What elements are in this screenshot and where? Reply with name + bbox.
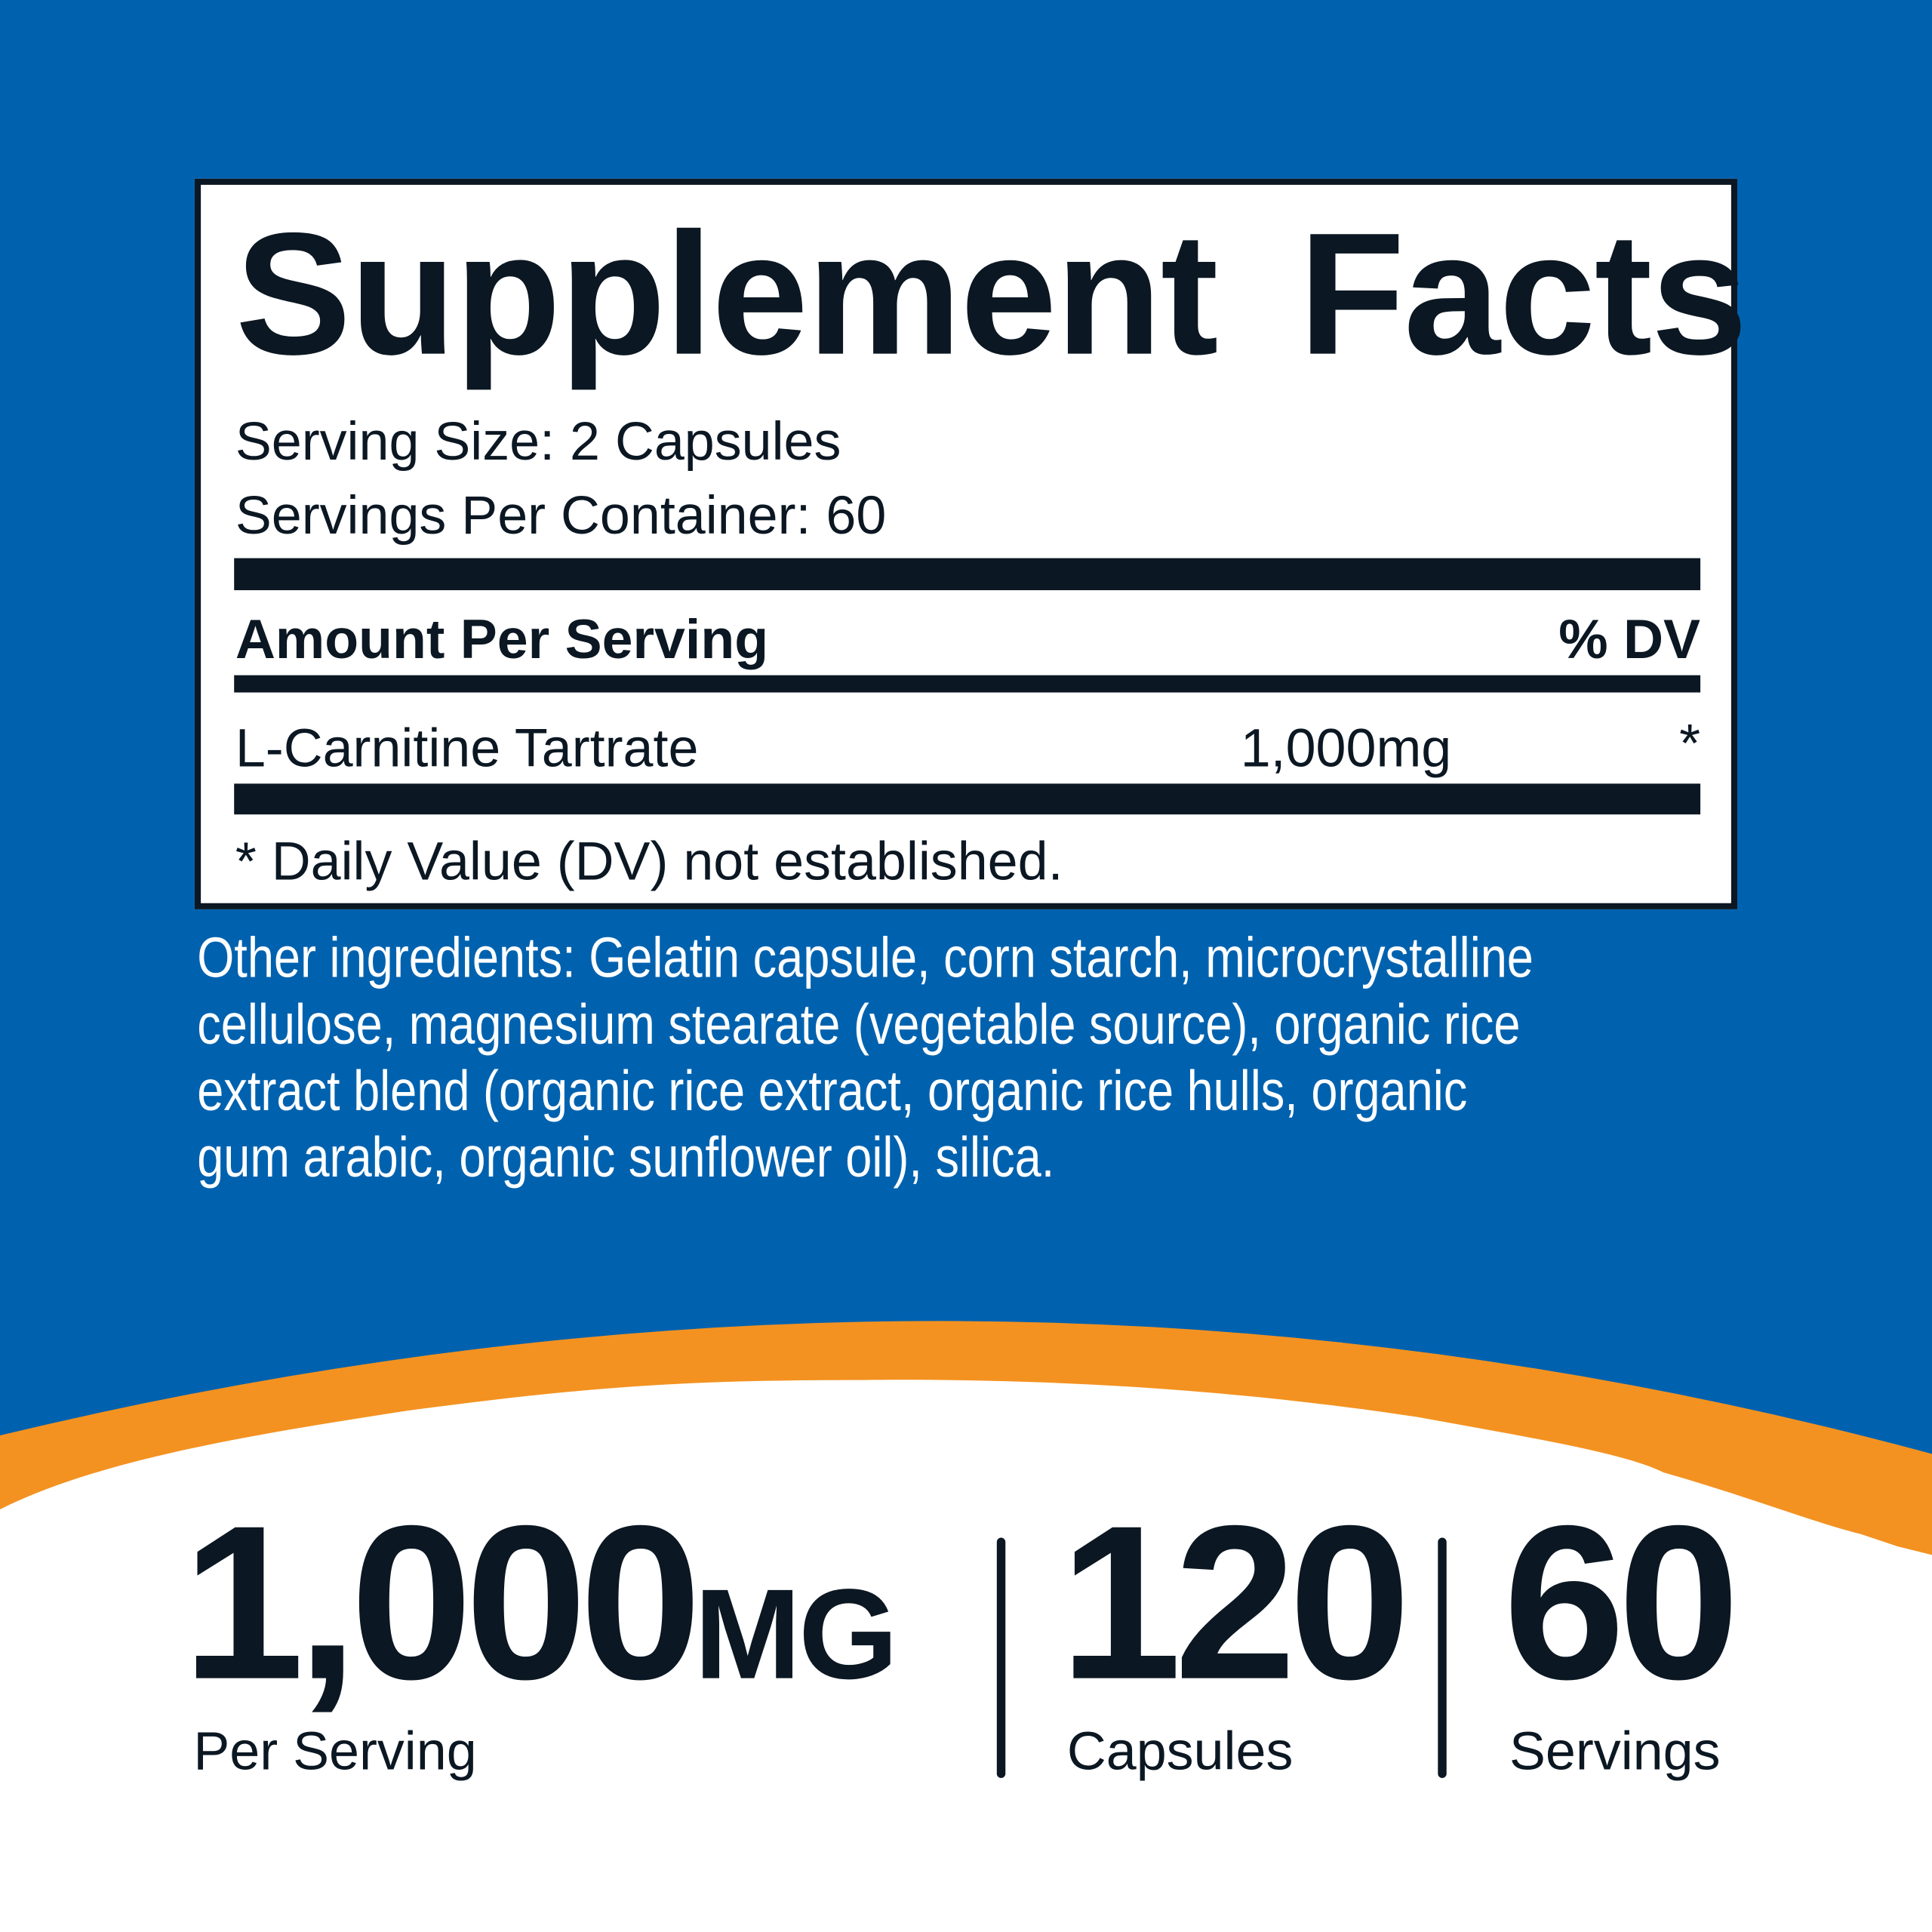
white-bottom-area	[0, 1380, 1932, 1932]
highlight-label: Per Serving	[193, 1721, 477, 1782]
highlight-label: Capsules	[1066, 1721, 1294, 1782]
ingredients-line: Other ingredients: Gelatin capsule, corn…	[197, 925, 1534, 990]
thick-divider-bottom	[234, 783, 1701, 815]
vertical-divider	[1438, 1537, 1447, 1778]
nutrient-dv: *	[1679, 713, 1701, 774]
thick-divider	[234, 558, 1701, 591]
dose-value: 1,000	[182, 1479, 702, 1725]
amount-per-serving-header: Amount Per Serving	[235, 607, 769, 671]
highlight-label: Servings	[1509, 1721, 1721, 1782]
dv-header: % DV	[1558, 607, 1701, 671]
highlight-value: 1,000MG	[183, 1493, 899, 1713]
ingredients-line: extract blend (organic rice extract, org…	[197, 1058, 1468, 1123]
ingredients-line: cellulose, magnesium stearate (vegetable…	[197, 992, 1521, 1057]
highlight-value: 120	[1060, 1479, 1411, 1725]
servings-per-container: Servings Per Container: 60	[235, 485, 887, 546]
facts-title: Supplement Facts	[235, 195, 1748, 391]
nutrient-name: L-Carnitine Tartrate	[235, 718, 699, 779]
serving-size: Serving Size: 2 Capsules	[235, 411, 841, 472]
dose-unit: MG	[694, 1563, 898, 1707]
vertical-divider	[996, 1537, 1006, 1778]
medium-divider	[234, 675, 1701, 693]
supplement-facts-panel: Supplement Facts Serving Size: 2 Capsule…	[194, 178, 1748, 909]
nutrient-amount: 1,000mg	[1240, 718, 1452, 779]
highlight-value: 60	[1503, 1479, 1740, 1725]
ingredients-line: gum arabic, organic sunflower oil), sili…	[197, 1124, 1055, 1189]
dv-footnote: * Daily Value (DV) not established.	[235, 832, 1063, 893]
